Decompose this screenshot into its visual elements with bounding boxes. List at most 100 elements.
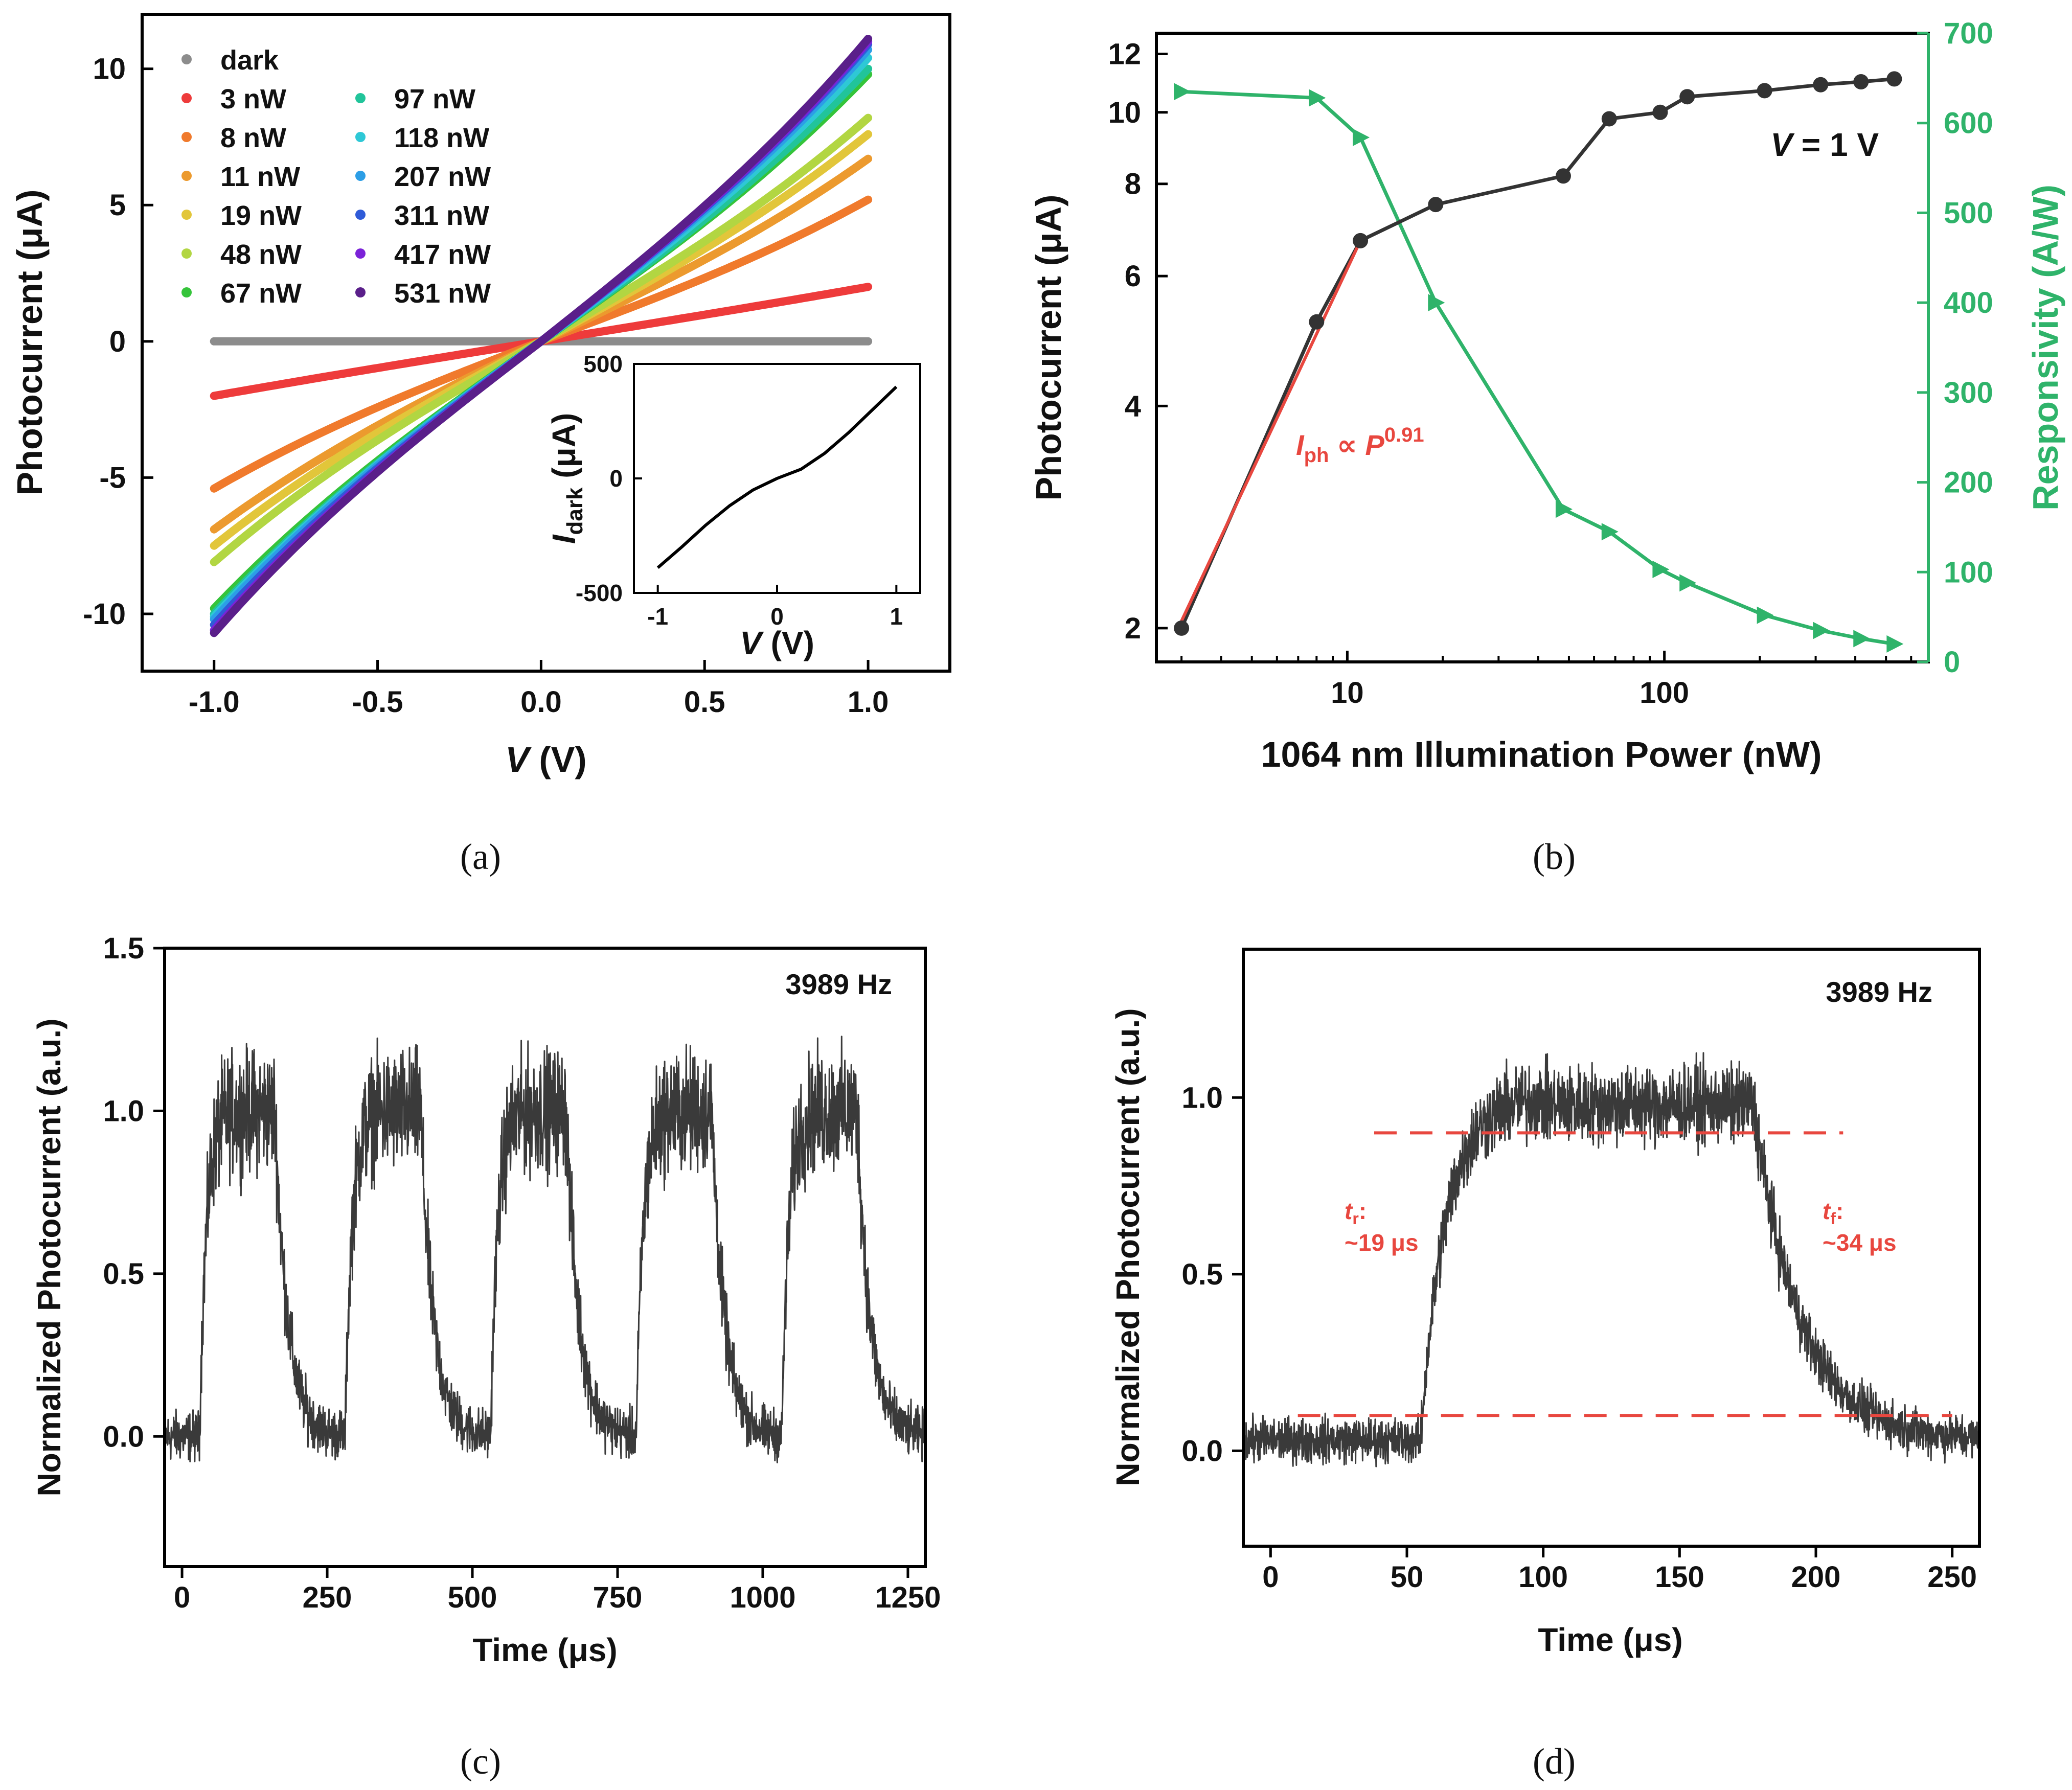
photocurrent-marker xyxy=(1679,89,1695,105)
d-ytick-label: 0.0 xyxy=(1181,1434,1223,1467)
legend-marker xyxy=(181,93,192,103)
panel-c-caption: (c) xyxy=(460,1741,501,1782)
a-ytick-label: -5 xyxy=(99,461,126,494)
photocurrent-marker xyxy=(1555,168,1571,184)
legend-marker xyxy=(355,132,366,142)
legend-marker xyxy=(181,54,192,64)
a-xtick-label: -1.0 xyxy=(189,685,240,719)
responsivity-marker xyxy=(1601,523,1619,541)
responsivity-line xyxy=(1181,89,1895,646)
legend-label: dark xyxy=(220,45,279,76)
c-xtick-label: 750 xyxy=(593,1581,643,1614)
legend-label: 207 nW xyxy=(394,162,491,192)
legend-marker xyxy=(355,287,366,297)
legend-marker xyxy=(355,171,366,181)
inset-ylabel: Idark (μA) xyxy=(545,413,587,544)
inset-xlabel: V (V) xyxy=(740,625,814,661)
panel-d-fall-label: tf: ~34 μs xyxy=(1823,1198,1897,1256)
photocurrent-marker xyxy=(1353,233,1369,248)
responsivity-marker xyxy=(1555,500,1573,518)
legend-label: 67 nW xyxy=(220,278,302,309)
panel-a-caption: (a) xyxy=(460,836,501,877)
inset-ytick-label: 0 xyxy=(609,465,623,492)
a-ytick-label: 10 xyxy=(93,53,126,86)
inset-xtick-label: 0 xyxy=(770,603,784,630)
panel-a-ylabel: Photocurrent (μA) xyxy=(10,190,50,496)
b-right-ytick-label: 200 xyxy=(1944,466,1993,499)
c-xtick-label: 1250 xyxy=(875,1581,941,1614)
panel-b-voltage-annotation: V = 1 V xyxy=(1770,126,1879,163)
photocurrent-marker xyxy=(1309,314,1325,330)
responsivity-marker xyxy=(1853,630,1871,648)
b-right-ytick-label: 300 xyxy=(1944,376,1993,409)
b-ytick-label: 2 xyxy=(1125,612,1141,645)
b-right-ytick-label: 500 xyxy=(1944,196,1993,230)
legend-label: 19 nW xyxy=(220,200,302,231)
b-xtick-label: 10 xyxy=(1331,676,1364,709)
legend-marker xyxy=(181,210,192,220)
panel-c-trace xyxy=(165,1036,925,1463)
a-ytick-label: 5 xyxy=(109,189,126,222)
photocurrent-marker xyxy=(1886,71,1902,87)
panel-d-caption: (d) xyxy=(1533,1741,1576,1782)
c-xtick-label: 0 xyxy=(174,1581,190,1614)
c-xtick-label: 1000 xyxy=(730,1581,795,1614)
b-ytick-label: 6 xyxy=(1125,260,1141,293)
responsivity-marker xyxy=(1353,128,1370,146)
d-xtick-label: 50 xyxy=(1391,1560,1424,1594)
legend-marker xyxy=(355,93,366,103)
responsivity-marker xyxy=(1174,83,1191,101)
photocurrent-marker xyxy=(1601,111,1617,127)
legend-marker xyxy=(355,248,366,259)
legend-label: 531 nW xyxy=(394,278,491,309)
inset-xtick-label: -1 xyxy=(647,603,668,630)
legend-label: 118 nW xyxy=(394,123,489,153)
panel-c-frequency-annotation: 3989 Hz xyxy=(785,968,892,1000)
legend-label: 11 nW xyxy=(220,162,300,192)
responsivity-marker xyxy=(1679,574,1697,592)
a-xtick-label: 0.0 xyxy=(520,685,562,719)
panel-a-inset: -1 0 1 -500 0 500 Idark (μA) V (V) xyxy=(545,351,921,661)
panel-b-right-axis xyxy=(1927,33,1930,662)
legend-marker xyxy=(181,287,192,297)
panel-c-periodic-response: 0 250 500 750 1000 1250 0.0 0.5 1.0 1.5 Normalize… xyxy=(31,932,941,1782)
a-xtick-label: -0.5 xyxy=(352,685,403,719)
d-xtick-label: 250 xyxy=(1927,1560,1977,1594)
panel-b-ticks: 10 100 2 4 6 8 10 12 0 100 200 300 400 500 600 700 xyxy=(1108,17,1993,709)
b-ytick-label: 12 xyxy=(1108,37,1141,71)
responsivity-marker xyxy=(1757,606,1774,624)
d-ytick-label: 0.5 xyxy=(1181,1258,1223,1291)
panel-a-frame xyxy=(141,13,951,673)
panel-b-ylabel-right: Responsivity (A/W) xyxy=(2025,185,2065,511)
a-ytick-label: 0 xyxy=(109,325,126,358)
responsivity-marker xyxy=(1652,561,1670,579)
c-ytick-label: 1.0 xyxy=(103,1094,144,1128)
inset-xtick-label: 1 xyxy=(890,603,903,630)
panel-a-xlabel: V (V) xyxy=(505,740,586,779)
c-ytick-label: 1.5 xyxy=(103,932,144,965)
photocurrent-marker xyxy=(1652,104,1668,120)
b-ytick-label: 4 xyxy=(1125,389,1141,423)
panel-c-ticks: 0 250 500 750 1000 1250 0.0 0.5 1.0 1.5 xyxy=(103,932,941,1614)
inset-ticks: -1 0 1 -500 0 500 xyxy=(576,351,903,630)
panel-a-series xyxy=(210,35,873,637)
legend-marker xyxy=(181,132,192,142)
inset-dark-current-line xyxy=(656,385,898,569)
d-xtick-label: 200 xyxy=(1791,1560,1841,1594)
panel-d-rise-label: tr: ~19 μs xyxy=(1345,1198,1419,1256)
legend-label: 48 nW xyxy=(220,239,302,270)
photocurrent-marker xyxy=(1757,83,1772,99)
b-right-ytick-label: 400 xyxy=(1944,286,1993,319)
responsivity-marker xyxy=(1428,294,1445,312)
panel-d-trace xyxy=(1243,1052,1979,1467)
panel-d-rise-fall: 0 50 100 150 200 250 0.0 0.5 1.0 Normalized Phot… xyxy=(1109,948,1981,1782)
panel-d-frame xyxy=(1242,948,1981,1548)
legend-label: 97 nW xyxy=(394,84,475,114)
d-xtick-label: 150 xyxy=(1655,1560,1704,1594)
c-ytick-label: 0.5 xyxy=(103,1257,144,1291)
panel-b-ylabel: Photocurrent (μA) xyxy=(1029,195,1068,501)
legend-label: 311 nW xyxy=(394,200,489,231)
iv-series-line xyxy=(210,35,873,637)
